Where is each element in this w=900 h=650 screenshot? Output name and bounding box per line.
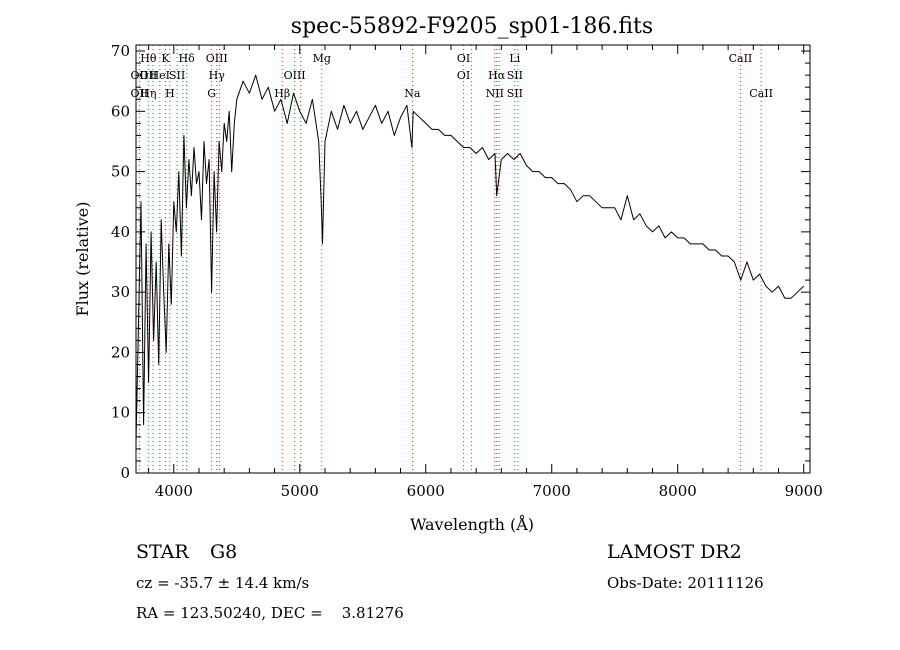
x-tick-label: 4000 (155, 482, 193, 500)
line-marker-label: Hβ (274, 87, 290, 100)
y-tick-label: 0 (120, 464, 130, 482)
line-marker-label: H (165, 87, 175, 100)
obs-date: Obs-Date: 20111126 (607, 574, 764, 592)
x-tick-label: 5000 (281, 482, 319, 500)
line-marker-label: Hα (488, 69, 506, 82)
line-marker-label: OI (457, 69, 470, 82)
coordinates-readout: RA = 123.50240, DEC = 3.81276 (136, 604, 404, 622)
line-marker-label: Li (509, 52, 520, 65)
line-marker-label: SII (169, 69, 185, 82)
x-tick-label: 8000 (659, 482, 697, 500)
survey-name: LAMOST DR2 (607, 541, 742, 563)
line-marker-label: Hδ (179, 52, 196, 65)
object-subclass: G8 (210, 541, 238, 563)
y-tick-label: 10 (111, 404, 130, 422)
line-marker-label: OII (131, 87, 149, 100)
y-tick-label: 70 (111, 42, 130, 60)
y-tick-label: 30 (111, 283, 130, 301)
line-marker-label: OIII (206, 52, 228, 65)
series-group (135, 74, 805, 443)
y-tick-label: 40 (111, 223, 130, 241)
line-marker-label: OI (457, 52, 470, 65)
line-marker-label: Hη (140, 87, 156, 100)
line-marker-labels: OIIOIIHθOIIHηHeIKHSIIHδGOIIIHγHβOIIIMgNa… (131, 52, 773, 100)
line-marker-label: SII (507, 87, 523, 100)
line-marker-label: Hθ (140, 52, 157, 65)
line-markers (138, 45, 762, 473)
object-class: STAR (136, 541, 189, 563)
line-marker-label: Na (404, 87, 421, 100)
x-axis-label: Wavelength (Å) (410, 514, 534, 534)
x-tick-label: 6000 (407, 482, 445, 500)
x-tick-label: 7000 (533, 482, 571, 500)
plot-frame (135, 44, 811, 474)
y-axis: 0 10 20 30 40 50 60 70 (111, 42, 810, 482)
line-marker-label: Mg (313, 52, 331, 65)
line-marker-label: CaII (749, 87, 773, 100)
spectrum-line-0 (135, 74, 805, 443)
line-marker-label: G (207, 87, 216, 100)
x-axis: 4000 5000 6000 7000 8000 9000 (148, 45, 823, 500)
line-marker-label: OII (139, 69, 157, 82)
line-marker-label: CaII (729, 52, 753, 65)
line-marker-label: HeI (150, 69, 170, 82)
y-tick-label: 20 (111, 343, 130, 361)
x-tick-label: 9000 (785, 482, 823, 500)
line-marker-label: OIII (284, 69, 306, 82)
line-marker-label: NII (486, 87, 504, 100)
y-tick-label: 60 (111, 102, 130, 120)
redshift-readout: cz = -35.7 ± 14.4 km/s (136, 574, 310, 592)
line-marker-label: Hγ (209, 69, 226, 82)
chart-title: spec-55892-F9205_sp01-186.fits (291, 14, 653, 39)
line-marker-label: K (161, 52, 170, 65)
y-axis-label: Flux (relative) (73, 202, 92, 317)
line-marker-label: SII (507, 69, 523, 82)
y-tick-label: 50 (111, 163, 130, 181)
